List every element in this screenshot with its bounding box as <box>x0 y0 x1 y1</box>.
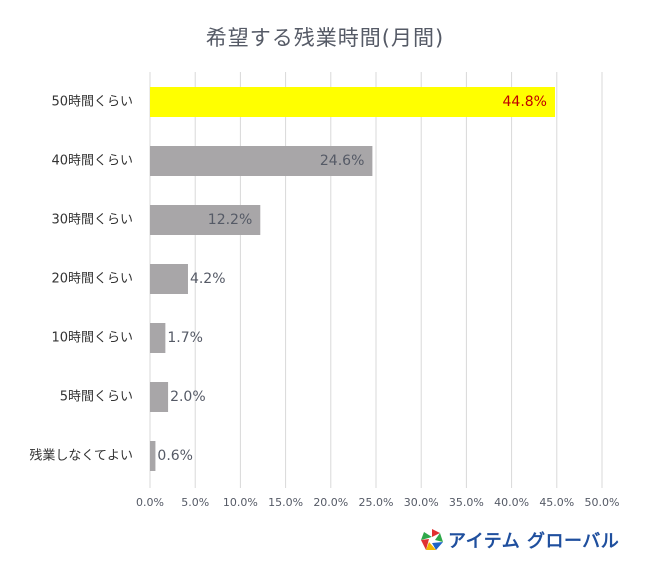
bar <box>150 441 156 471</box>
bar <box>150 264 188 294</box>
category-label: 20時間くらい <box>51 272 133 287</box>
logo-mark-icon <box>421 529 443 550</box>
x-tick-label: 45.0% <box>539 496 574 509</box>
x-tick-label: 35.0% <box>449 496 484 509</box>
x-tick-label: 50.0% <box>585 496 620 509</box>
brand-logo: アイテム グローバル <box>420 526 619 554</box>
value-label: 4.2% <box>190 271 226 287</box>
x-tick-label: 25.0% <box>359 496 394 509</box>
value-label: 44.8% <box>503 94 547 110</box>
category-label: 50時間くらい <box>51 95 133 110</box>
value-label: 24.6% <box>320 153 364 169</box>
x-tick-label: 30.0% <box>404 496 439 509</box>
category-label: 残業しなくてよい <box>29 448 133 464</box>
bar <box>150 382 169 412</box>
x-axis-tick-labels: 0.0% 5.0% 10.0% 15.0% 20.0% 25.0% 30.0% 35.0% 40… <box>136 496 619 509</box>
bar <box>150 146 373 176</box>
category-label: 5時間くらい <box>60 390 133 405</box>
category-label: 10時間くらい <box>51 331 133 346</box>
bar-highlight <box>150 87 555 117</box>
x-tick-label: 20.0% <box>313 496 348 509</box>
bar <box>150 323 166 353</box>
value-label: 1.7% <box>167 330 203 346</box>
value-label: 2.0% <box>170 389 206 405</box>
category-label: 40時間くらい <box>51 154 133 169</box>
x-tick-label: 5.0% <box>181 496 209 509</box>
category-labels: 50時間くらい 40時間くらい 30時間くらい 20時間くらい 10時間くらい 5時間くら… <box>29 95 133 464</box>
x-tick-label: 0.0% <box>136 496 164 509</box>
x-tick-label: 40.0% <box>494 496 529 509</box>
value-labels: 44.8% 24.6% 12.2% 4.2% 1.7% 2.0% 0.6% <box>157 94 547 464</box>
value-label: 0.6% <box>157 448 193 464</box>
category-label: 30時間くらい <box>51 213 133 228</box>
chart-title: 希望する残業時間(月間) <box>205 26 445 50</box>
bar <box>150 205 261 235</box>
value-label: 12.2% <box>208 212 252 228</box>
x-tick-label: 10.0% <box>223 496 258 509</box>
gridlines <box>149 72 603 488</box>
bars <box>150 87 555 471</box>
logo-text: アイテム グローバル <box>448 531 620 552</box>
x-tick-label: 15.0% <box>268 496 303 509</box>
